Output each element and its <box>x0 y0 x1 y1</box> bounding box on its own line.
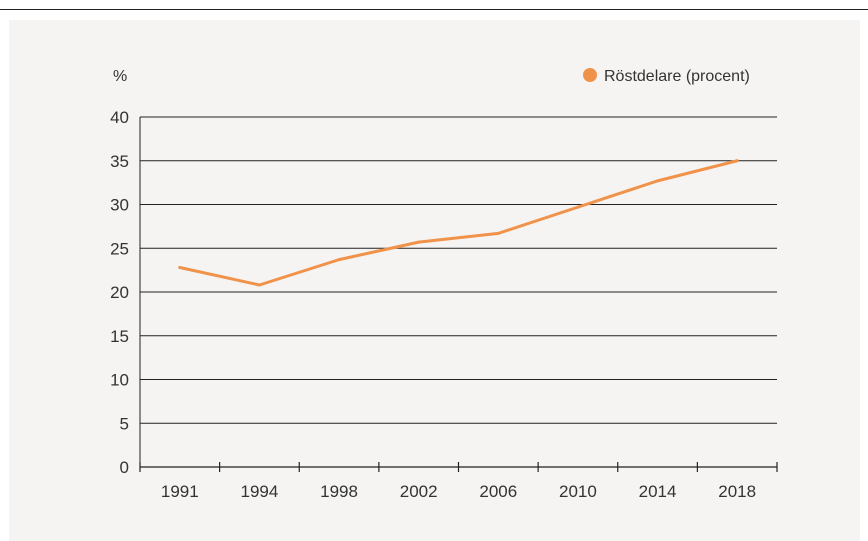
series-line <box>178 159 739 287</box>
y-unit-label: % <box>113 68 127 85</box>
series-layer <box>178 159 739 287</box>
top-rule <box>0 9 868 10</box>
legend: Röstdelare (procent) <box>583 68 750 85</box>
x-tick-label: 2014 <box>639 482 677 501</box>
data-point <box>417 240 421 244</box>
x-tick-label: 2010 <box>559 482 597 501</box>
y-tick-label: 10 <box>110 371 129 390</box>
y-axis: 0 5 10 15 20 25 30 35 40 <box>110 108 141 477</box>
data-point <box>576 205 580 209</box>
x-axis: 1991 1994 1998 2002 2006 2010 2014 2018 <box>139 462 778 501</box>
data-point <box>178 266 182 269</box>
data-point <box>496 231 500 235</box>
y-tick-label: 35 <box>110 152 129 171</box>
y-tick-label: 40 <box>110 108 129 127</box>
legend-marker <box>583 68 597 82</box>
x-tick-label: 1994 <box>241 482 279 501</box>
gridlines <box>140 116 777 424</box>
x-tick-label: 2006 <box>479 482 517 501</box>
data-point <box>337 258 341 262</box>
chart-panel <box>9 20 860 541</box>
legend-label: Röstdelare (procent) <box>604 68 750 85</box>
y-tick-label: 0 <box>120 458 129 477</box>
y-tick-label: 20 <box>110 283 129 302</box>
y-tick-label: 25 <box>110 239 129 258</box>
x-tick-label: 2018 <box>718 482 756 501</box>
data-point <box>656 179 660 183</box>
data-point <box>735 159 739 163</box>
y-tick-label: 15 <box>110 327 129 346</box>
x-tick-label: 1991 <box>161 482 199 501</box>
data-point <box>257 283 261 287</box>
x-tick-label: 1998 <box>320 482 358 501</box>
y-tick-label: 5 <box>120 414 129 433</box>
x-tick-label: 2002 <box>400 482 438 501</box>
y-tick-label: 30 <box>110 196 129 215</box>
